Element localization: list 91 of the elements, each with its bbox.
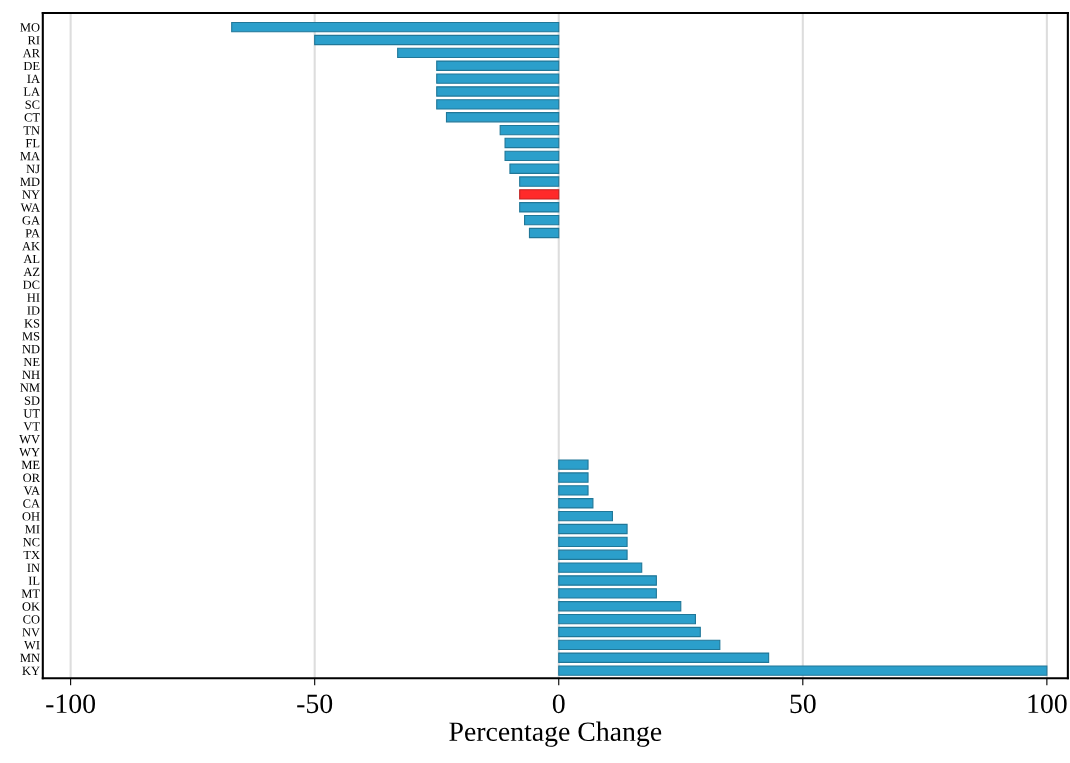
y-tick-label: OR [23, 473, 40, 483]
y-tick-label: VA [23, 486, 40, 495]
bar [509, 163, 560, 174]
y-tick-label: WI [24, 641, 40, 650]
bar [504, 150, 560, 162]
y-tick-label: FL [25, 139, 40, 148]
bar [558, 562, 643, 573]
bar [504, 137, 560, 149]
y-tick-label: NY [22, 190, 40, 199]
bar [558, 652, 770, 663]
bar [397, 47, 560, 59]
bar [558, 472, 589, 483]
y-tick-label: TX [23, 550, 40, 560]
y-tick-label: MN [20, 653, 40, 663]
y-tick-label: NC [23, 537, 40, 547]
y-tick-label: AR [22, 48, 40, 58]
bar [558, 485, 589, 496]
x-axis-title: Percentage Change [449, 721, 662, 747]
bar [558, 601, 682, 612]
y-tick-label: TN [23, 126, 40, 135]
x-tick-label: 0 [552, 694, 565, 714]
y-tick-label: PA [25, 229, 40, 238]
y-tick-label: IL [28, 576, 40, 585]
y-tick-label: RI [27, 36, 40, 45]
y-tick-label: WY [19, 447, 40, 457]
x-tick-label: 50 [790, 694, 816, 714]
y-tick-label: MS [22, 332, 40, 341]
y-tick-label: SD [24, 396, 40, 405]
y-tick-label: HI [27, 293, 40, 302]
y-tick-label: NE [23, 357, 40, 367]
bar [519, 176, 560, 187]
y-tick-label: MD [20, 177, 40, 186]
y-tick-label: MA [20, 151, 40, 161]
bar [436, 86, 560, 97]
bar [528, 227, 560, 239]
y-tick-label: SC [25, 100, 40, 109]
y-tick-label: WV [19, 435, 40, 444]
bar [445, 112, 560, 123]
y-tick-label: DE [23, 61, 40, 71]
y-tick-label: IN [27, 563, 40, 572]
bar [558, 613, 696, 625]
y-tick-label: AZ [23, 267, 40, 276]
y-tick-label: ID [27, 306, 40, 315]
x-tick-label: 100 [1028, 694, 1067, 714]
bar [558, 459, 589, 470]
y-tick-label: MI [25, 525, 40, 534]
bar [499, 124, 560, 136]
bar [558, 639, 721, 651]
y-tick-label: KY [22, 666, 40, 675]
bar [524, 214, 560, 226]
bar [436, 73, 560, 84]
bar [436, 99, 560, 110]
bar [519, 202, 560, 213]
bar [558, 510, 613, 522]
y-tick-label: ME [21, 460, 40, 470]
bar [314, 34, 560, 46]
bar [436, 60, 560, 71]
bar [558, 549, 628, 560]
bar [558, 588, 657, 599]
bar [558, 626, 701, 638]
y-tick-label: CT [24, 113, 40, 122]
x-tick-label: -50 [297, 694, 333, 714]
y-tick-label: CO [23, 615, 40, 624]
y-tick-label: AL [23, 254, 40, 264]
y-tick-label: AK [22, 241, 40, 251]
y-tick-label: NV [22, 628, 40, 637]
y-tick-label: CA [23, 499, 40, 508]
y-tick-label: OH [22, 512, 40, 521]
x-tick-label: -100 [46, 694, 96, 714]
bar [558, 536, 628, 548]
y-tick-label: KS [24, 319, 40, 328]
y-tick-label: MT [21, 589, 40, 598]
y-tick-label: MO [20, 23, 40, 32]
bar [519, 189, 560, 200]
bar [231, 21, 560, 33]
y-tick-label: IA [27, 74, 40, 83]
y-tick-label: NM [20, 383, 40, 392]
y-tick-label: GA [22, 216, 40, 225]
y-tick-label: DC [23, 280, 40, 289]
y-tick-label: VT [23, 422, 40, 431]
y-tick-label: NJ [26, 164, 40, 174]
y-tick-label: UT [23, 409, 40, 418]
bar [558, 498, 594, 509]
y-tick-label: NH [22, 370, 40, 379]
bar [558, 523, 628, 535]
bar [558, 575, 657, 586]
y-tick-label: LA [23, 87, 40, 96]
y-tick-label: ND [22, 345, 40, 354]
y-tick-label: WA [20, 203, 40, 212]
y-tick-label: OK [22, 602, 40, 611]
bar [558, 665, 1048, 676]
